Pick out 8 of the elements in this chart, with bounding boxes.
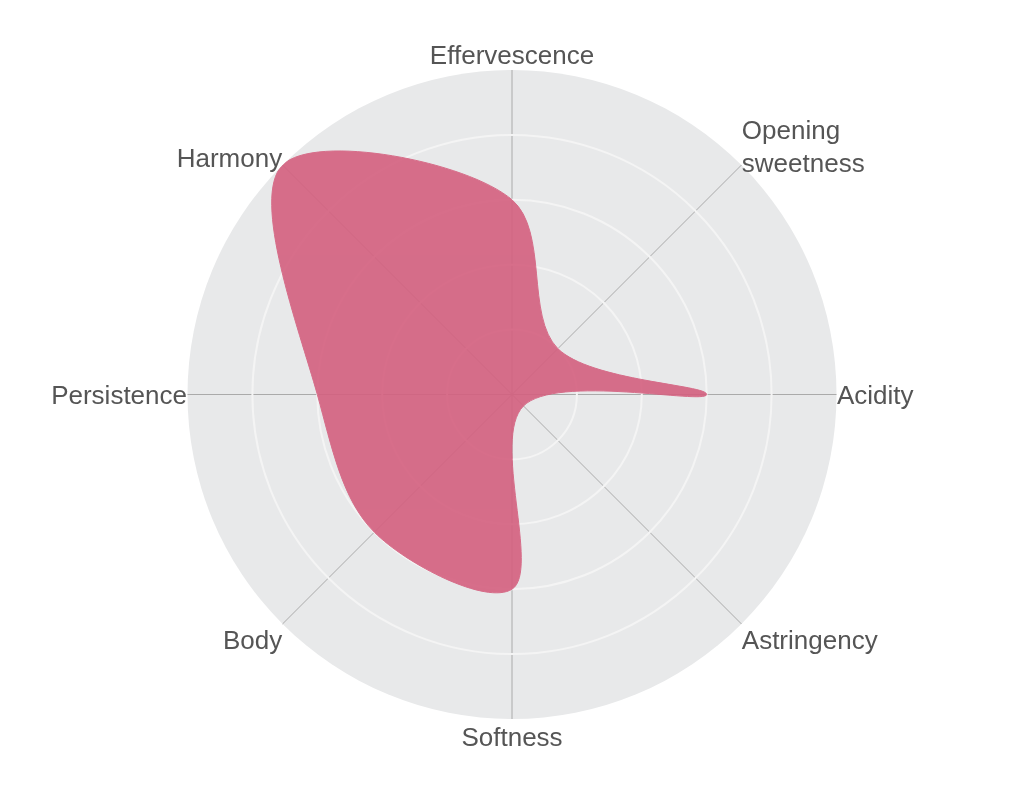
spoke-label: Body bbox=[222, 625, 283, 656]
spoke-label: Astringency bbox=[741, 625, 878, 656]
spoke-label: Softness bbox=[461, 721, 563, 752]
spoke-label: Harmony bbox=[176, 143, 283, 174]
spoke-label: Opening sweetness bbox=[741, 114, 865, 179]
spoke-label: Persistence bbox=[51, 379, 187, 410]
spoke-label: Effervescence bbox=[429, 40, 595, 71]
spoke-label: Acidity bbox=[837, 379, 914, 410]
